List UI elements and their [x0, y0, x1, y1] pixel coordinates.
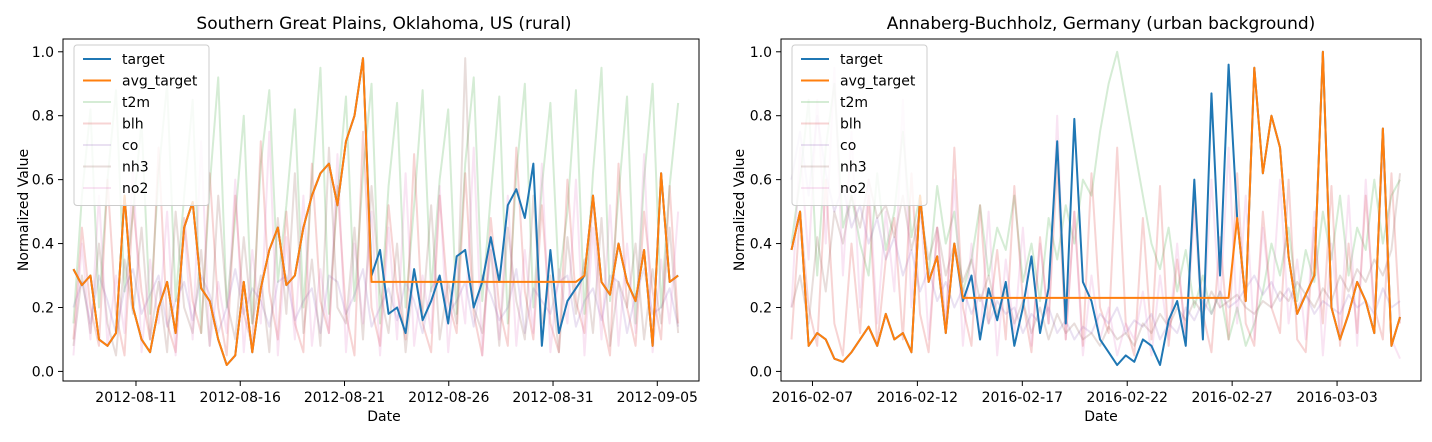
x-tick-label: 2012-08-21	[304, 390, 385, 406]
chart-right: Annaberg-Buchholz, Germany (urban backgr…	[732, 14, 1422, 425]
y-tick-label: 0.6	[32, 173, 54, 189]
x-tick-label: 2016-03-03	[1296, 390, 1377, 406]
series-line-nh3	[790, 173, 1402, 347]
series-line-avg-target	[72, 57, 679, 367]
series-line-t2m	[790, 50, 1401, 347]
plot-area: 0.0 0.2 0.4 0.6 0.8 1.0 2012-08-11 2012-08-16 20…	[32, 38, 700, 406]
x-axis-label: Date	[367, 409, 400, 425]
y-tick-label: 0.4	[750, 237, 772, 253]
series-line-blh	[72, 130, 680, 357]
legend-label-no2: no2	[840, 181, 866, 197]
legend-label-nh3: nh3	[840, 160, 867, 176]
legend-label-t2m: t2m	[840, 95, 868, 111]
series-line-co	[72, 268, 680, 335]
series-line-no2	[72, 130, 680, 357]
legend-label-blh: blh	[840, 117, 862, 133]
plot-area: 0.0 0.2 0.4 0.6 0.8 1.0 2016-02-07 2016-02-12 20…	[750, 38, 1422, 406]
x-tick-label: 2016-02-27	[1191, 390, 1272, 406]
legend: target avg_target t2m blh co nh3 no2	[73, 44, 210, 206]
y-axis-label: Normalized Value	[732, 149, 748, 271]
x-tick-label: 2016-02-12	[877, 390, 958, 406]
legend-label-co: co	[840, 138, 856, 154]
y-tick-label: 0.8	[32, 109, 54, 125]
x-tick-label: 2012-08-31	[512, 390, 593, 406]
legend-box	[791, 44, 928, 206]
x-tick-label: 2012-08-16	[200, 390, 281, 406]
x-tick-label: 2016-02-22	[1087, 390, 1168, 406]
chart-title: Southern Great Plains, Oklahoma, US (rur…	[196, 14, 571, 34]
y-tick-label: 0.8	[750, 109, 772, 125]
legend-label-target: target	[122, 52, 165, 68]
x-axis-label: Date	[1084, 409, 1117, 425]
y-tick-label: 0.4	[32, 237, 54, 253]
legend-label-blh: blh	[122, 117, 144, 133]
series-line-nh3	[72, 57, 680, 357]
axes-frame	[780, 38, 1422, 382]
chart-title: Annaberg-Buchholz, Germany (urban backgr…	[887, 14, 1316, 34]
x-tick-label: 2016-02-17	[982, 390, 1063, 406]
y-tick-label: 1.0	[32, 45, 54, 61]
legend-box	[73, 44, 210, 206]
series-line-blh	[790, 146, 1402, 357]
x-tick-label: 2012-08-26	[408, 390, 489, 406]
series-line-no2	[790, 66, 1401, 360]
y-axis-label: Normalized Value	[16, 149, 32, 271]
y-tick-label: 0.2	[32, 300, 54, 316]
y-tick-label: 1.0	[750, 45, 772, 61]
y-tick-label: 0.0	[32, 364, 54, 380]
x-tick-label: 2012-08-11	[95, 390, 176, 406]
legend-label-nh3: nh3	[122, 160, 149, 176]
legend-label-no2: no2	[122, 181, 148, 197]
y-tick-label: 0.2	[750, 300, 772, 316]
series-line-avg-target	[790, 50, 1401, 363]
legend: target avg_target t2m blh co nh3 no2	[791, 44, 928, 206]
series-line-t2m	[72, 66, 680, 335]
legend-label-avg-target: avg_target	[122, 74, 198, 90]
axes-frame	[62, 38, 700, 382]
y-tick-label: 0.0	[750, 364, 772, 380]
legend-label-t2m: t2m	[122, 95, 150, 111]
x-tick-label: 2016-02-07	[772, 390, 853, 406]
legend-label-co: co	[122, 138, 138, 154]
x-tick-label: 2012-09-05	[617, 390, 698, 406]
legend-label-avg-target: avg_target	[840, 74, 916, 90]
chart-left: Southern Great Plains, Oklahoma, US (rur…	[16, 14, 700, 425]
y-tick-label: 0.6	[750, 173, 772, 189]
legend-label-target: target	[840, 52, 883, 68]
